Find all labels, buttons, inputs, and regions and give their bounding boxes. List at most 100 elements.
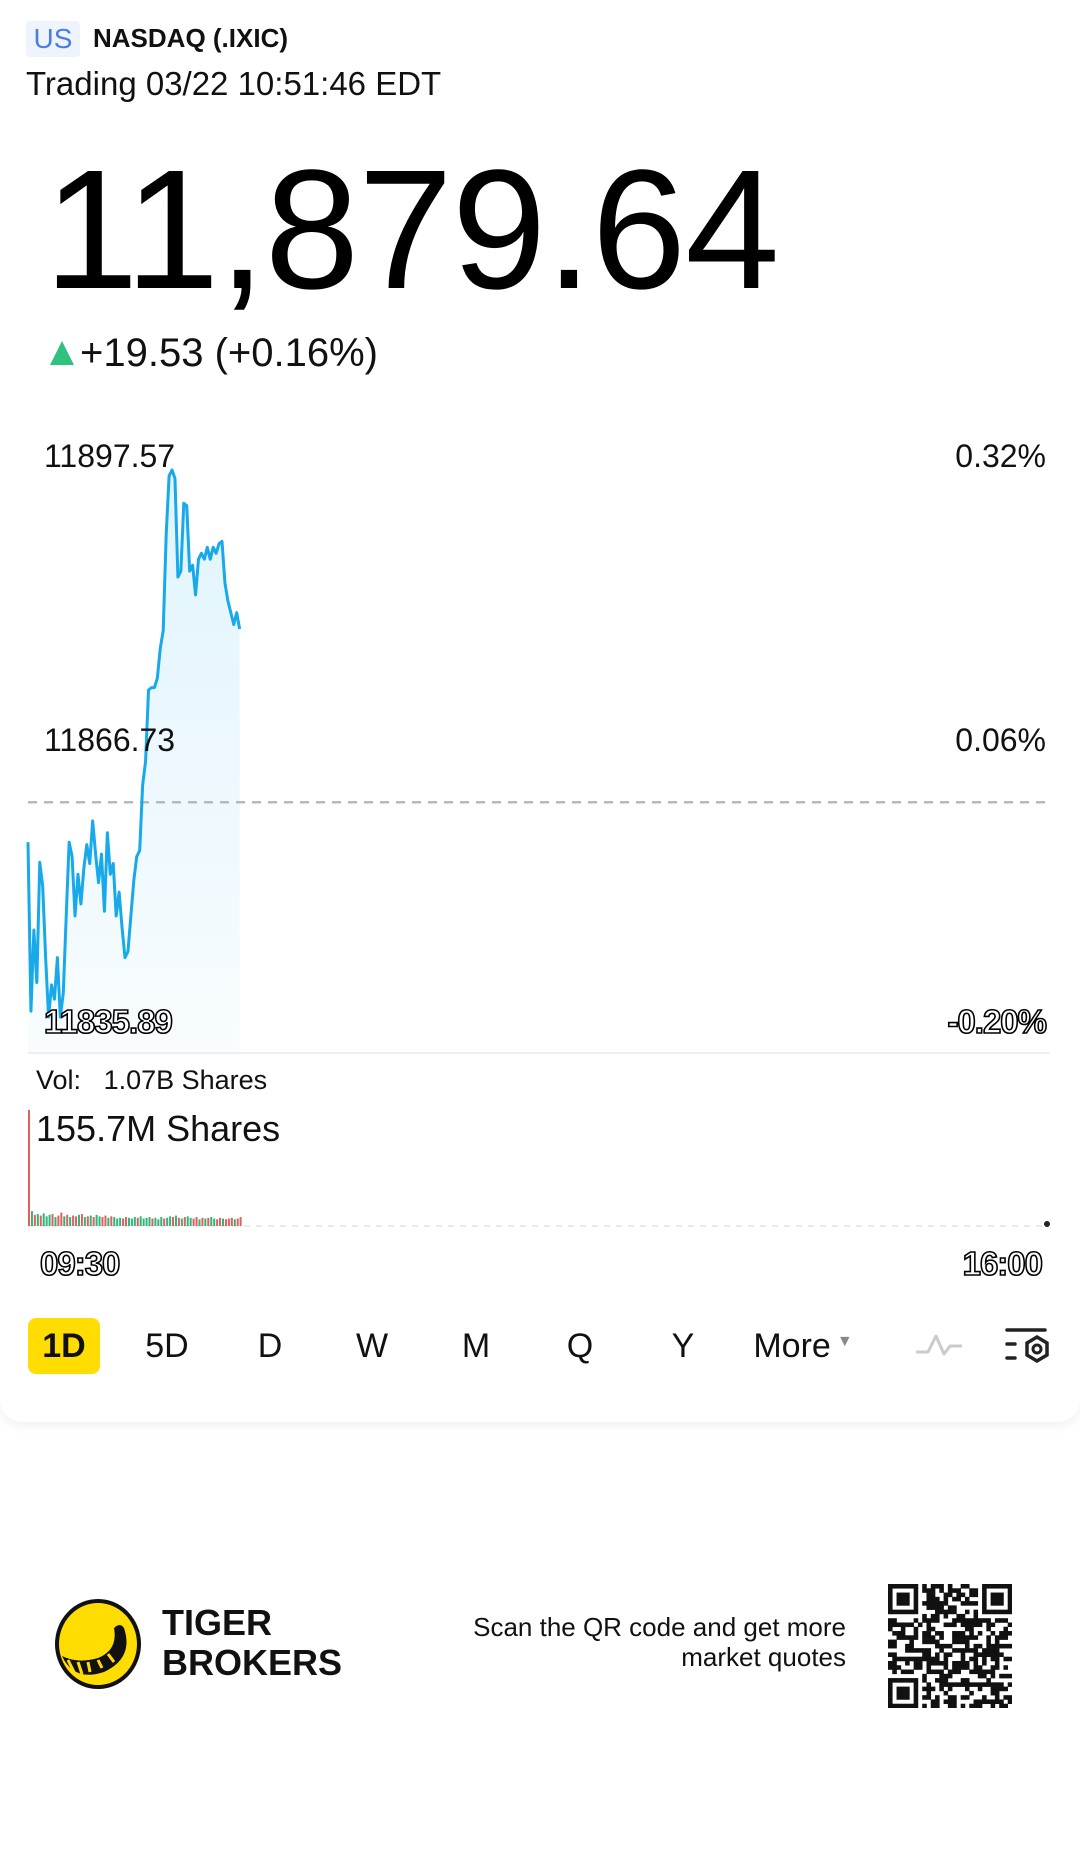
qr-module xyxy=(1003,1643,1009,1649)
intraday-chart[interactable] xyxy=(0,440,1080,1260)
qr-module xyxy=(952,1618,957,1623)
qr-module xyxy=(930,1639,936,1645)
volume-bar xyxy=(51,1214,54,1226)
qr-module xyxy=(892,1703,897,1708)
tab-d[interactable]: D xyxy=(257,1327,283,1365)
qr-module xyxy=(926,1635,932,1640)
qr-module xyxy=(939,1588,944,1593)
qr-module xyxy=(909,1609,914,1615)
tiger-brokers-logo xyxy=(55,1599,141,1689)
tab-more[interactable]: More ▼ xyxy=(753,1318,852,1374)
qr-module xyxy=(977,1643,983,1649)
qr-module xyxy=(960,1639,966,1645)
tab-1d[interactable]: 1D xyxy=(28,1318,100,1374)
qr-module xyxy=(943,1652,949,1657)
qr-module xyxy=(892,1584,897,1589)
qr-module xyxy=(960,1678,966,1683)
qr-module xyxy=(900,1596,906,1602)
qr-module xyxy=(994,1695,1000,1700)
qr-module xyxy=(888,1660,893,1666)
qr-module xyxy=(973,1601,979,1606)
volume-bar xyxy=(95,1214,98,1226)
qr-module xyxy=(973,1618,979,1623)
volume-bar xyxy=(101,1217,104,1226)
more-label: More xyxy=(753,1327,831,1365)
qr-module xyxy=(960,1635,966,1640)
qr-module xyxy=(930,1635,936,1640)
brand-line-1: TIGER xyxy=(162,1602,273,1643)
qr-module xyxy=(990,1682,996,1687)
qr-module xyxy=(900,1584,906,1589)
qr-module xyxy=(977,1665,983,1670)
y-label-low: 11835.89 xyxy=(43,1003,173,1041)
qr-module xyxy=(977,1699,983,1705)
qr-module xyxy=(909,1635,914,1640)
qr-module xyxy=(939,1669,944,1675)
volume-bar xyxy=(136,1217,139,1226)
qr-module xyxy=(986,1699,991,1705)
tab-m[interactable]: M xyxy=(461,1327,491,1365)
qr-module xyxy=(930,1686,936,1692)
qr-module xyxy=(900,1690,906,1696)
qr-module xyxy=(939,1584,944,1589)
qr-module xyxy=(943,1682,949,1687)
tab-q[interactable]: Q xyxy=(566,1327,594,1365)
qr-module xyxy=(982,1648,987,1653)
qr-module xyxy=(964,1695,970,1700)
qr-module xyxy=(982,1596,987,1602)
qr-module xyxy=(994,1643,1000,1649)
qr-module xyxy=(990,1648,996,1653)
qr-module xyxy=(973,1592,979,1598)
volume-bar xyxy=(148,1217,151,1226)
qr-module xyxy=(1007,1699,1012,1705)
qr-module xyxy=(930,1588,936,1593)
qr-module xyxy=(922,1631,927,1636)
qr-code[interactable] xyxy=(888,1584,1012,1708)
qr-module xyxy=(994,1592,1000,1598)
volume-bar xyxy=(207,1217,210,1226)
indicator-wave-icon[interactable] xyxy=(914,1330,964,1360)
qr-module xyxy=(917,1656,923,1662)
qr-module xyxy=(926,1665,932,1670)
tab-y[interactable]: Y xyxy=(671,1327,695,1365)
qr-module xyxy=(952,1669,957,1675)
qr-module xyxy=(956,1596,961,1602)
qr-module xyxy=(926,1626,932,1632)
volume-bar xyxy=(98,1216,101,1226)
qr-module xyxy=(896,1635,902,1640)
qr-module xyxy=(969,1682,974,1687)
qr-module xyxy=(977,1631,983,1636)
qr-module xyxy=(892,1678,897,1683)
volume-bar xyxy=(239,1217,242,1226)
qr-module xyxy=(922,1656,927,1662)
qr-module xyxy=(913,1703,919,1708)
qr-module xyxy=(964,1622,970,1628)
qr-module xyxy=(960,1622,966,1628)
qr-module xyxy=(909,1622,914,1628)
pct-label-low: -0.20% xyxy=(947,1003,1048,1041)
qr-module xyxy=(973,1669,979,1675)
qr-module xyxy=(952,1648,957,1653)
tab-5d[interactable]: 5D xyxy=(145,1327,189,1365)
qr-module xyxy=(947,1695,953,1700)
volume-label: Vol: xyxy=(36,1065,82,1095)
tab-w[interactable]: W xyxy=(355,1327,389,1365)
qr-module xyxy=(900,1592,906,1598)
qr-module xyxy=(896,1584,902,1589)
volume-bar xyxy=(227,1218,230,1226)
chart-settings-icon[interactable] xyxy=(1005,1326,1051,1366)
qr-module xyxy=(990,1584,996,1589)
qr-module xyxy=(909,1584,914,1589)
qr-module xyxy=(990,1686,996,1692)
qr-module xyxy=(986,1618,991,1623)
qr-module xyxy=(909,1678,914,1683)
qr-module xyxy=(913,1635,919,1640)
qr-module xyxy=(986,1669,991,1675)
qr-module xyxy=(960,1584,966,1589)
qr-module xyxy=(913,1609,919,1615)
qr-module xyxy=(990,1699,996,1705)
qr-module xyxy=(926,1605,932,1610)
qr-module xyxy=(935,1695,940,1700)
qr-module xyxy=(892,1669,897,1675)
qr-module xyxy=(999,1609,1004,1615)
